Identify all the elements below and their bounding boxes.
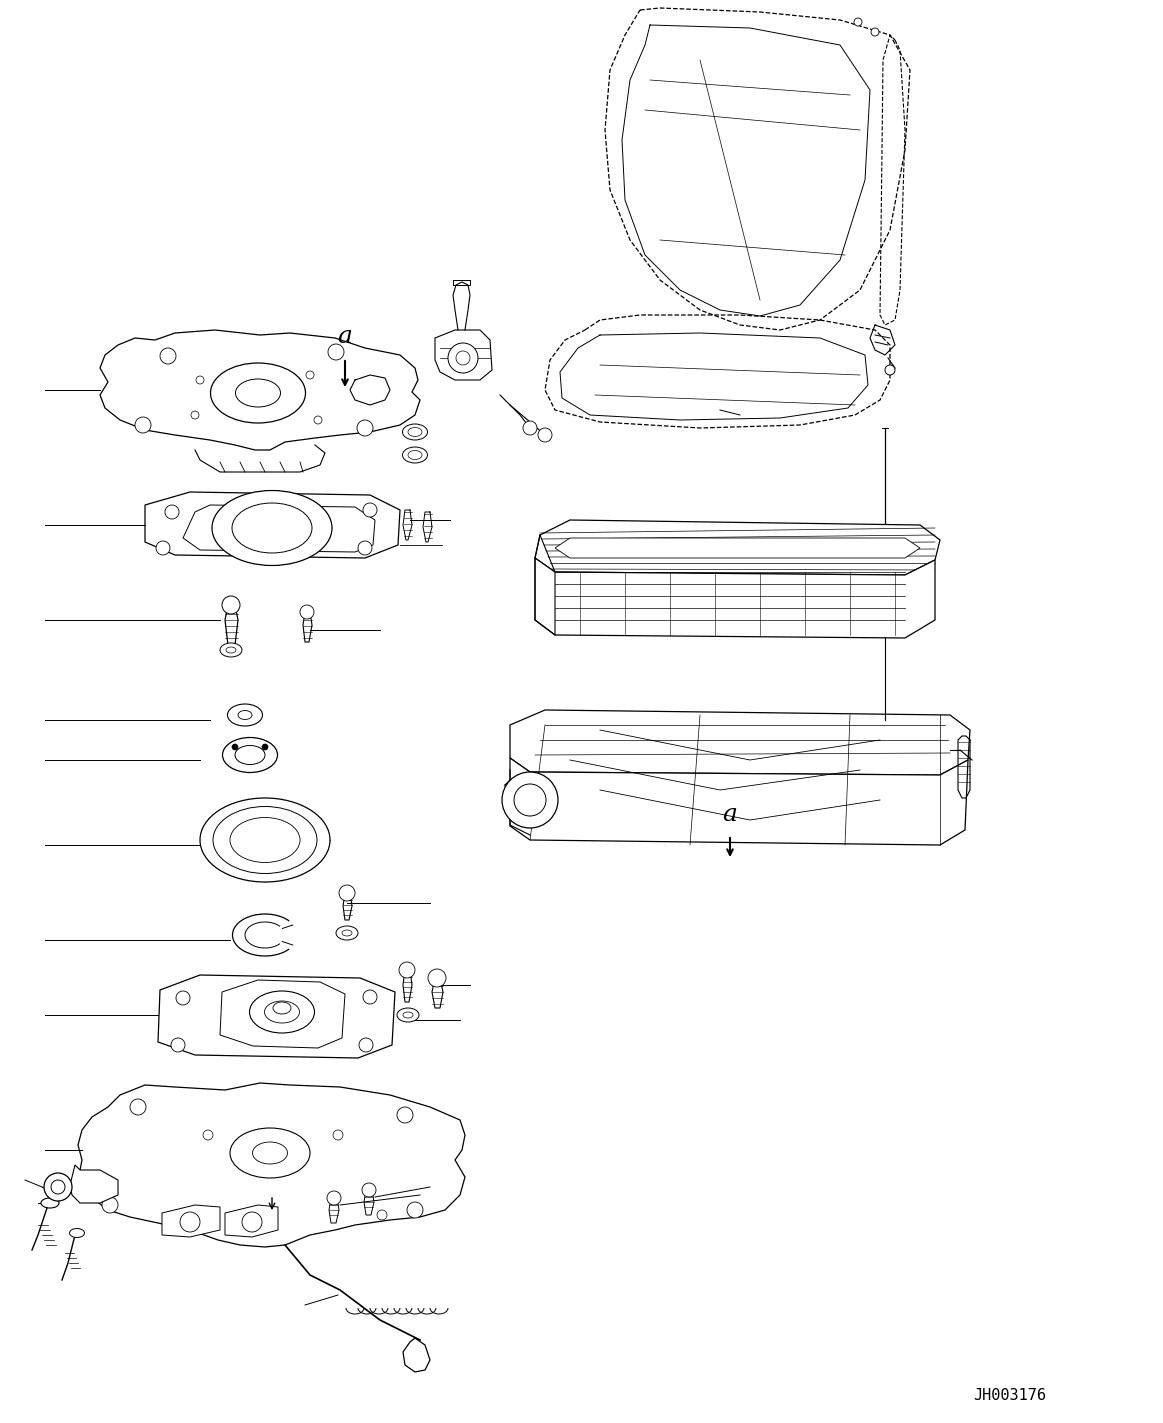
Ellipse shape <box>230 1128 311 1178</box>
Polygon shape <box>511 758 968 845</box>
Polygon shape <box>535 519 940 575</box>
Ellipse shape <box>397 1007 419 1022</box>
Ellipse shape <box>212 491 331 565</box>
Ellipse shape <box>222 737 278 773</box>
Circle shape <box>222 596 240 613</box>
Circle shape <box>359 1037 373 1052</box>
Circle shape <box>130 1099 147 1116</box>
Circle shape <box>428 969 445 988</box>
Circle shape <box>160 349 176 364</box>
Ellipse shape <box>408 427 422 437</box>
Ellipse shape <box>336 926 358 941</box>
Circle shape <box>357 420 373 435</box>
Circle shape <box>314 416 322 424</box>
Polygon shape <box>183 505 374 552</box>
Circle shape <box>231 744 238 750</box>
Circle shape <box>44 1173 72 1201</box>
Polygon shape <box>158 975 395 1057</box>
Ellipse shape <box>408 451 422 460</box>
Ellipse shape <box>402 424 428 440</box>
Circle shape <box>885 366 896 376</box>
Circle shape <box>407 1202 423 1218</box>
Circle shape <box>358 541 372 555</box>
Ellipse shape <box>228 704 263 726</box>
Polygon shape <box>224 1205 278 1237</box>
Circle shape <box>156 541 170 555</box>
Text: a: a <box>722 803 737 825</box>
Ellipse shape <box>230 817 300 862</box>
Ellipse shape <box>235 746 265 764</box>
Circle shape <box>377 1210 387 1220</box>
Circle shape <box>171 1037 185 1052</box>
Ellipse shape <box>226 647 236 653</box>
Polygon shape <box>100 330 420 450</box>
Ellipse shape <box>213 807 317 874</box>
Circle shape <box>242 1212 262 1232</box>
Circle shape <box>514 784 545 815</box>
Circle shape <box>363 990 377 1005</box>
Circle shape <box>397 1107 413 1123</box>
Circle shape <box>250 1220 261 1229</box>
Ellipse shape <box>342 931 352 936</box>
Ellipse shape <box>235 379 280 407</box>
Ellipse shape <box>200 798 330 882</box>
Ellipse shape <box>238 710 252 720</box>
Circle shape <box>502 773 558 828</box>
Circle shape <box>871 28 879 36</box>
Ellipse shape <box>404 1012 413 1017</box>
Circle shape <box>399 962 415 978</box>
Ellipse shape <box>264 1000 300 1023</box>
Circle shape <box>197 376 204 384</box>
Polygon shape <box>162 1205 220 1237</box>
Polygon shape <box>220 980 345 1047</box>
Polygon shape <box>511 710 970 776</box>
Circle shape <box>51 1180 65 1194</box>
Circle shape <box>333 1130 343 1140</box>
Circle shape <box>135 417 151 433</box>
Circle shape <box>262 744 267 750</box>
Polygon shape <box>78 1083 465 1247</box>
Polygon shape <box>70 1165 117 1202</box>
Circle shape <box>448 343 478 373</box>
Ellipse shape <box>70 1228 85 1238</box>
Circle shape <box>328 344 344 360</box>
Circle shape <box>363 502 377 517</box>
Circle shape <box>338 885 355 901</box>
Circle shape <box>854 18 862 26</box>
Ellipse shape <box>220 643 242 657</box>
Ellipse shape <box>402 447 428 462</box>
Ellipse shape <box>250 990 314 1033</box>
Circle shape <box>204 1130 213 1140</box>
Ellipse shape <box>211 363 306 423</box>
Polygon shape <box>145 492 400 558</box>
Circle shape <box>306 371 314 379</box>
Text: JH003176: JH003176 <box>973 1387 1047 1403</box>
Circle shape <box>538 428 552 443</box>
Circle shape <box>523 421 537 435</box>
Text: a: a <box>337 324 352 349</box>
Polygon shape <box>435 330 492 380</box>
Circle shape <box>300 605 314 619</box>
Circle shape <box>362 1183 376 1197</box>
Ellipse shape <box>252 1143 287 1164</box>
Circle shape <box>176 990 190 1005</box>
Circle shape <box>180 1212 200 1232</box>
Polygon shape <box>535 558 935 638</box>
Polygon shape <box>555 538 920 558</box>
Circle shape <box>191 411 199 418</box>
Ellipse shape <box>231 502 312 554</box>
Circle shape <box>102 1197 117 1212</box>
Circle shape <box>327 1191 341 1205</box>
Circle shape <box>456 351 470 366</box>
Ellipse shape <box>273 1002 291 1015</box>
Circle shape <box>165 505 179 519</box>
Ellipse shape <box>41 1198 59 1208</box>
